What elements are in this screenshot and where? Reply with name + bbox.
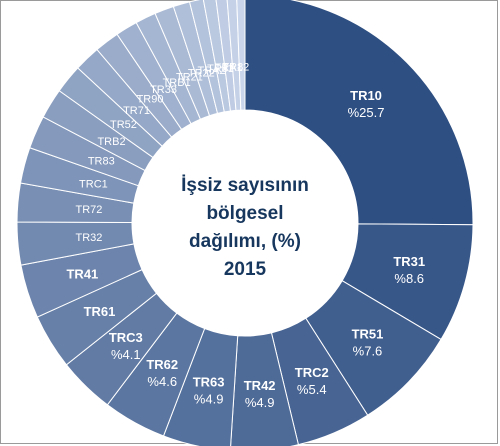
slices-group [16,0,474,446]
slice-labels-group: TR10 %25.7 TR31 %8.6 TR51 %7.6 TRC2 %5.4 TR42 %4.… [66,62,425,410]
slice-label-tr63: TR63 %4.9 [193,375,225,407]
center-title-line-4: 2015 [224,259,267,280]
slice-label-tr90: TR90 [137,93,164,105]
slice-label-trc2: TRC2 %5.4 [295,365,329,397]
slice-label-tr82: TR82 [222,62,249,74]
slice-label-tra1: TRA1 [215,62,243,74]
slice-label-trc1: TRC1 [79,178,108,190]
slice-tr10 [244,0,474,226]
slice-label-tr71: TR71 [123,105,150,117]
slice-label-tr72: TR72 [75,204,102,216]
slice-label-tr31: TR31 %8.6 [393,254,425,286]
slice-unlabeled-26 [236,0,246,111]
slice-tr42 [230,332,300,446]
slice-label-tr52: TR52 [110,119,137,131]
center-title-line-2: bölgesel [206,203,283,224]
slice-label-tr32: TR32 [75,232,102,244]
slice-label-tr42: TR42 %4.9 [244,378,276,410]
center-title-line-1: İşsiz sayısının [181,175,309,196]
slice-label-trc3: TRC3 %4.1 [109,330,143,362]
slice-label-trb2: TRB2 [97,136,125,148]
center-title: İşsiz sayısının bölgesel dağılımı, (%) 2… [181,175,309,280]
slice-label-tr83: TR83 [88,156,115,168]
center-title-line-3: dağılımı, (%) [189,231,301,252]
slice-label-tr33: TR33 [150,84,177,96]
slice-label-tr62: TR62 %4.6 [146,357,178,389]
slice-label-tr61: TR61 [84,304,116,319]
slice-label-tr41: TR41 [66,266,98,281]
slice-label-tra2: TRA2 [198,65,226,77]
slice-label-tr22: TR22 [188,68,215,80]
slice-label-tr21: TR21 [176,71,203,83]
slice-label-tr10: TR10 %25.7 [348,88,385,120]
slice-label-tr81: TR81 [207,63,234,75]
slice-label-trb1: TRB1 [163,77,191,89]
slice-label-tr51: TR51 %7.6 [352,327,384,359]
